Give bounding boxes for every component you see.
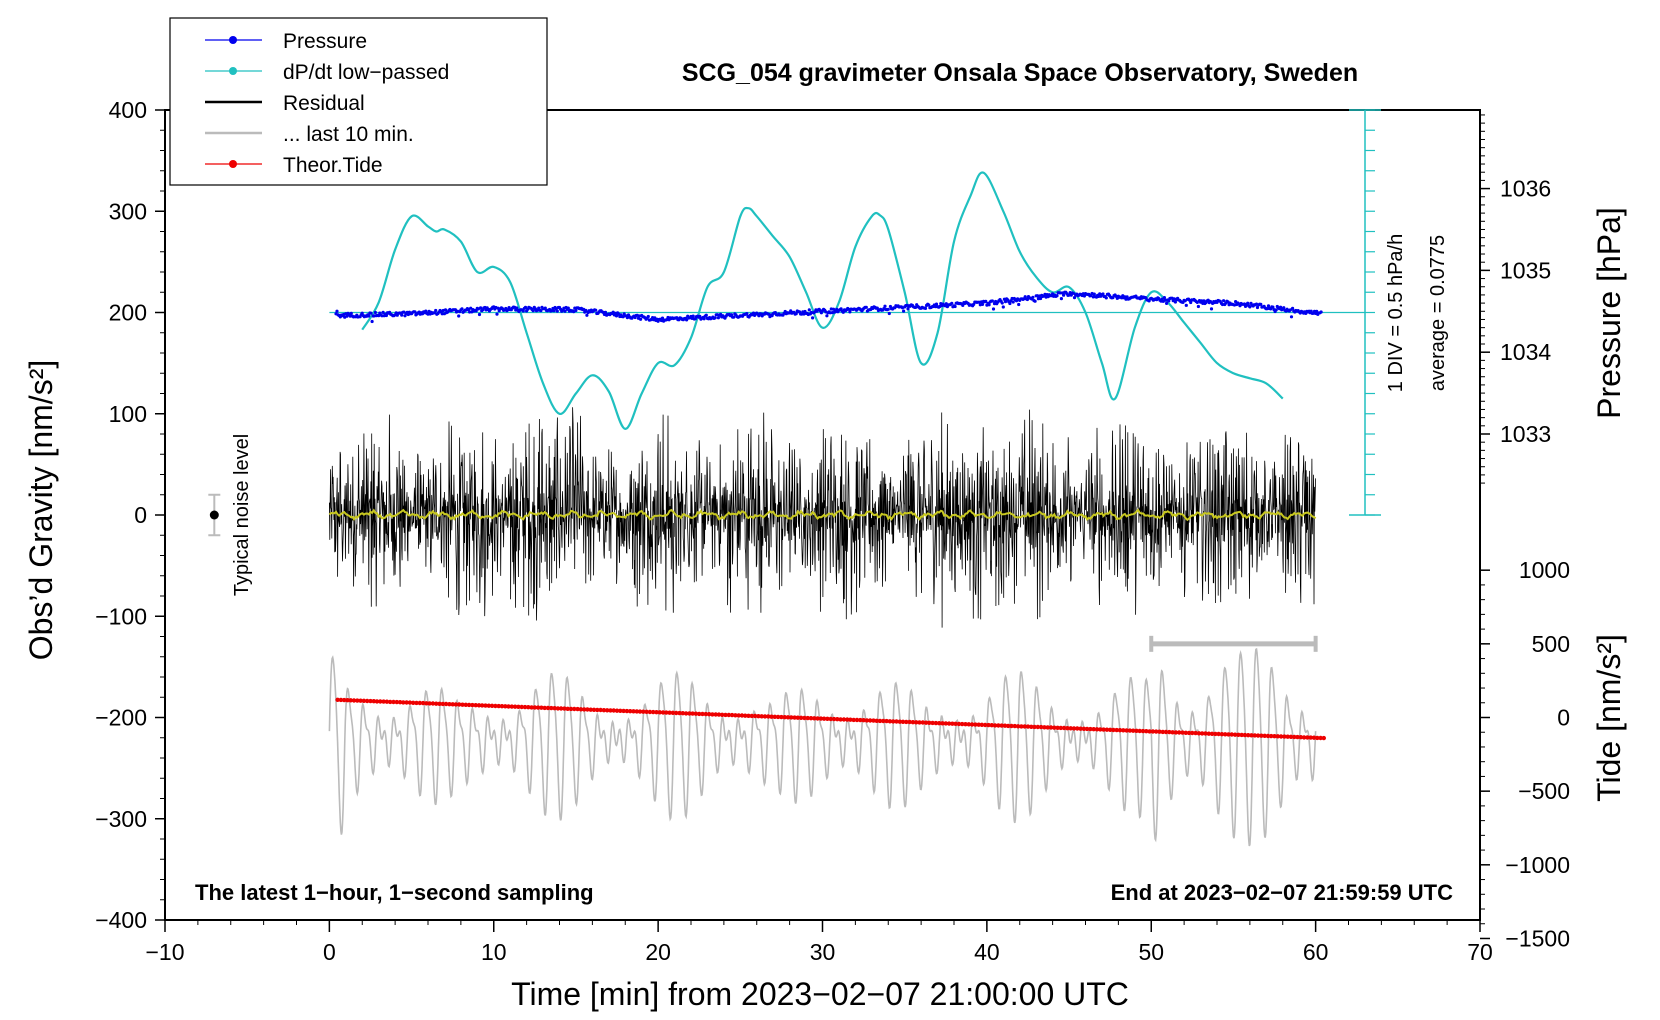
tide-tick-label: 1000 [1519,557,1570,583]
x-axis-title: Time [min] from 2023−02−07 21:00:00 UTC [511,976,1129,1012]
tide-tick-label: −500 [1518,778,1570,804]
y-tick-label: 200 [109,300,147,326]
legend-label: dP/dt low−passed [283,61,449,84]
end-time-note: End at 2023−02−07 21:59:59 UTC [1111,880,1454,905]
x-tick-label: 0 [323,939,336,965]
series-pressure [334,290,1323,324]
legend-item: Theor.Tide [205,154,383,177]
legend-item: Residual [205,92,365,115]
legend-marker [229,160,237,168]
pressure-tick-label: 1034 [1500,339,1551,365]
series-residual [329,407,1316,628]
legend-marker [229,36,237,44]
tide-tick-label: 0 [1557,705,1570,731]
y-tick-label: −100 [95,603,147,629]
x-tick-label: 70 [1467,939,1493,965]
axes-layer: −10 0 10 20 30 40 50 60 70−400−300−200−100010020… [95,97,1570,965]
pressure-tick-label: 1033 [1500,421,1551,447]
legend-label: Residual [283,92,365,115]
y-tick-label: −200 [95,705,147,731]
legend-label: Pressure [283,30,367,53]
chart-title: SCG_054 gravimeter Onsala Space Observat… [682,59,1358,87]
legend-label: Theor.Tide [283,154,383,177]
pressure-tick-label: 1036 [1500,176,1551,202]
y-tick-label: 400 [109,97,147,123]
series-theor-tide [335,697,1326,741]
noise-label: Typical noise level [231,434,253,596]
y-axis-title-pressure: Pressure [hPa] [1591,207,1627,419]
legend: Pressure dP/dt low−passed Residual ... last… [169,17,548,186]
x-tick-label: 10 [481,939,507,965]
x-tick-label: 40 [974,939,1000,965]
y-tick-label: 100 [109,401,147,427]
legend-item: dP/dt low−passed [205,61,449,84]
series-dpdt-lowpassed [361,171,1284,430]
y-tick-label: −300 [95,806,147,832]
dpdt-div-label: 1 DIV = 0.5 hPa/h [1385,234,1407,392]
x-tick-label: −10 [145,939,184,965]
y-tick-label: 300 [109,198,147,224]
y-tick-label: 0 [134,502,147,528]
legend-items: Pressure dP/dt low−passed Residual ... last… [205,30,449,177]
tide-tick-label: 500 [1532,631,1570,657]
x-tick-label: 50 [1138,939,1164,965]
legend-item: Pressure [205,30,367,53]
x-tick-label: 30 [810,939,836,965]
noise-marker [209,510,219,520]
series-last-10-min [328,647,1317,847]
legend-item: ... last 10 min. [205,123,414,146]
y-axis-title-left: Obs’d Gravity [nm/s²] [23,360,59,661]
legend-label: ... last 10 min. [283,123,414,146]
tide-tick-label: −1000 [1505,852,1570,878]
tide-tick-label: −1500 [1505,925,1570,951]
sampling-note: The latest 1−hour, 1−second sampling [195,880,594,905]
series-layer [208,171,1365,847]
pressure-tick-label: 1035 [1500,257,1551,283]
x-tick-label: 20 [645,939,671,965]
series-residual-lowpass [328,508,1317,522]
x-tick-label: 60 [1303,939,1329,965]
y-tick-label: −400 [95,907,147,933]
y-axis-title-tide: Tide [nm/s²] [1591,634,1627,802]
dpdt-average-label: average = 0.0775 [1427,235,1449,391]
legend-marker [229,67,237,75]
